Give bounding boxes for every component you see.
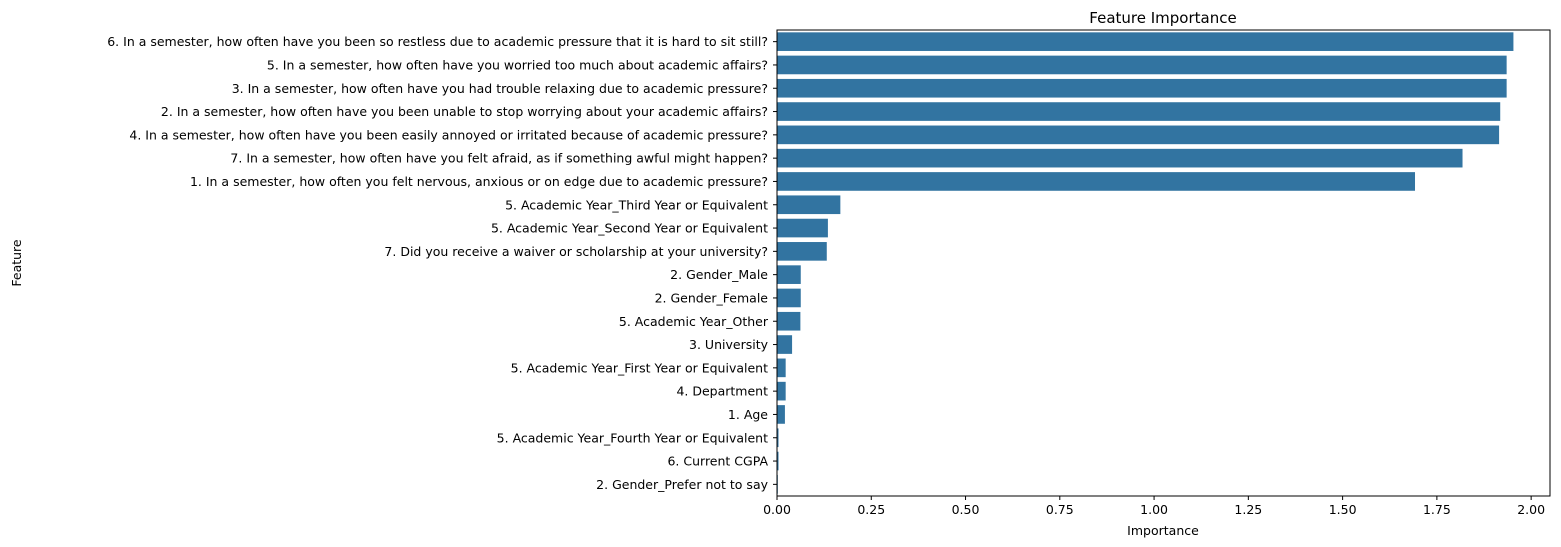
bar-7: [777, 172, 1416, 191]
y-tick-label: 7. Did you receive a waiver or scholarsh…: [384, 244, 768, 259]
bars-group: [777, 32, 1514, 494]
y-tick-label: 1. Age: [728, 407, 768, 422]
bar-6: [777, 148, 1463, 168]
y-axis-label: Feature: [9, 239, 24, 287]
y-tick-label: 5. Academic Year_Second Year or Equivale…: [491, 221, 768, 236]
bar-16: [777, 381, 786, 401]
bar-13: [777, 311, 801, 331]
x-tick-label: 1.25: [1234, 502, 1262, 517]
x-tick-label: 2.00: [1517, 502, 1545, 517]
x-tick-label: 1.50: [1329, 502, 1357, 517]
x-axis-ticks: 0.00 0.25 0.50 0.75 1.00 1.25 1.50 1.75 2.00: [763, 496, 1545, 517]
y-tick-label: 3. In a semester, how often have you had…: [232, 81, 768, 96]
y-tick-label: 5. Academic Year_Other: [619, 314, 769, 329]
x-tick-label: 0.25: [857, 502, 885, 517]
x-tick-label: 0.50: [952, 502, 980, 517]
x-tick-label: 0.00: [763, 502, 791, 517]
bar-15: [777, 358, 786, 378]
y-tick-label: 5. Academic Year_First Year or Equivalen…: [511, 360, 768, 375]
x-tick-label: 1.75: [1423, 502, 1451, 517]
y-tick-label: 5. In a semester, how often have you wor…: [267, 57, 768, 72]
y-tick-label: 2. Gender_Male: [670, 267, 768, 282]
bar-3: [777, 78, 1507, 98]
bar-12: [777, 288, 801, 308]
bar-2: [777, 55, 1507, 75]
bar-18: [777, 428, 779, 448]
x-tick-label: 0.75: [1046, 502, 1074, 517]
bar-4: [777, 102, 1501, 121]
x-axis-label: Importance: [1127, 523, 1199, 538]
plot-frame: [776, 29, 1551, 497]
bar-9: [777, 218, 828, 238]
bar-14: [777, 335, 793, 354]
y-tick-label: 2. Gender_Female: [655, 290, 769, 305]
y-tick-label: 4. Department: [676, 384, 768, 399]
bar-11: [777, 265, 801, 284]
y-tick-label: 7. In a semester, how often have you fel…: [230, 151, 768, 166]
y-axis-ticks: 6. In a semester, how often have you bee…: [107, 34, 777, 492]
y-tick-label: 3. University: [689, 337, 769, 352]
y-tick-label: 2. In a semester, how often have you bee…: [161, 104, 768, 119]
chart-title: Feature Importance: [1089, 9, 1236, 27]
bar-10: [777, 242, 827, 261]
y-tick-label: 2. Gender_Prefer not to say: [596, 477, 768, 492]
bar-1: [777, 32, 1514, 51]
bar-17: [777, 405, 785, 424]
bar-8: [777, 195, 841, 215]
bar-5: [777, 125, 1500, 145]
y-tick-label: 6. Current CGPA: [667, 454, 768, 469]
y-tick-label: 5. Academic Year_Third Year or Equivalen…: [505, 197, 768, 212]
y-tick-label: 1. In a semester, how often you felt ner…: [190, 174, 768, 189]
y-tick-label: 6. In a semester, how often have you bee…: [107, 34, 768, 49]
x-tick-label: 1.00: [1140, 502, 1168, 517]
y-tick-label: 4. In a semester, how often have you bee…: [129, 127, 768, 142]
bar-19: [777, 451, 779, 471]
y-tick-label: 5. Academic Year_Fourth Year or Equivale…: [497, 430, 768, 445]
